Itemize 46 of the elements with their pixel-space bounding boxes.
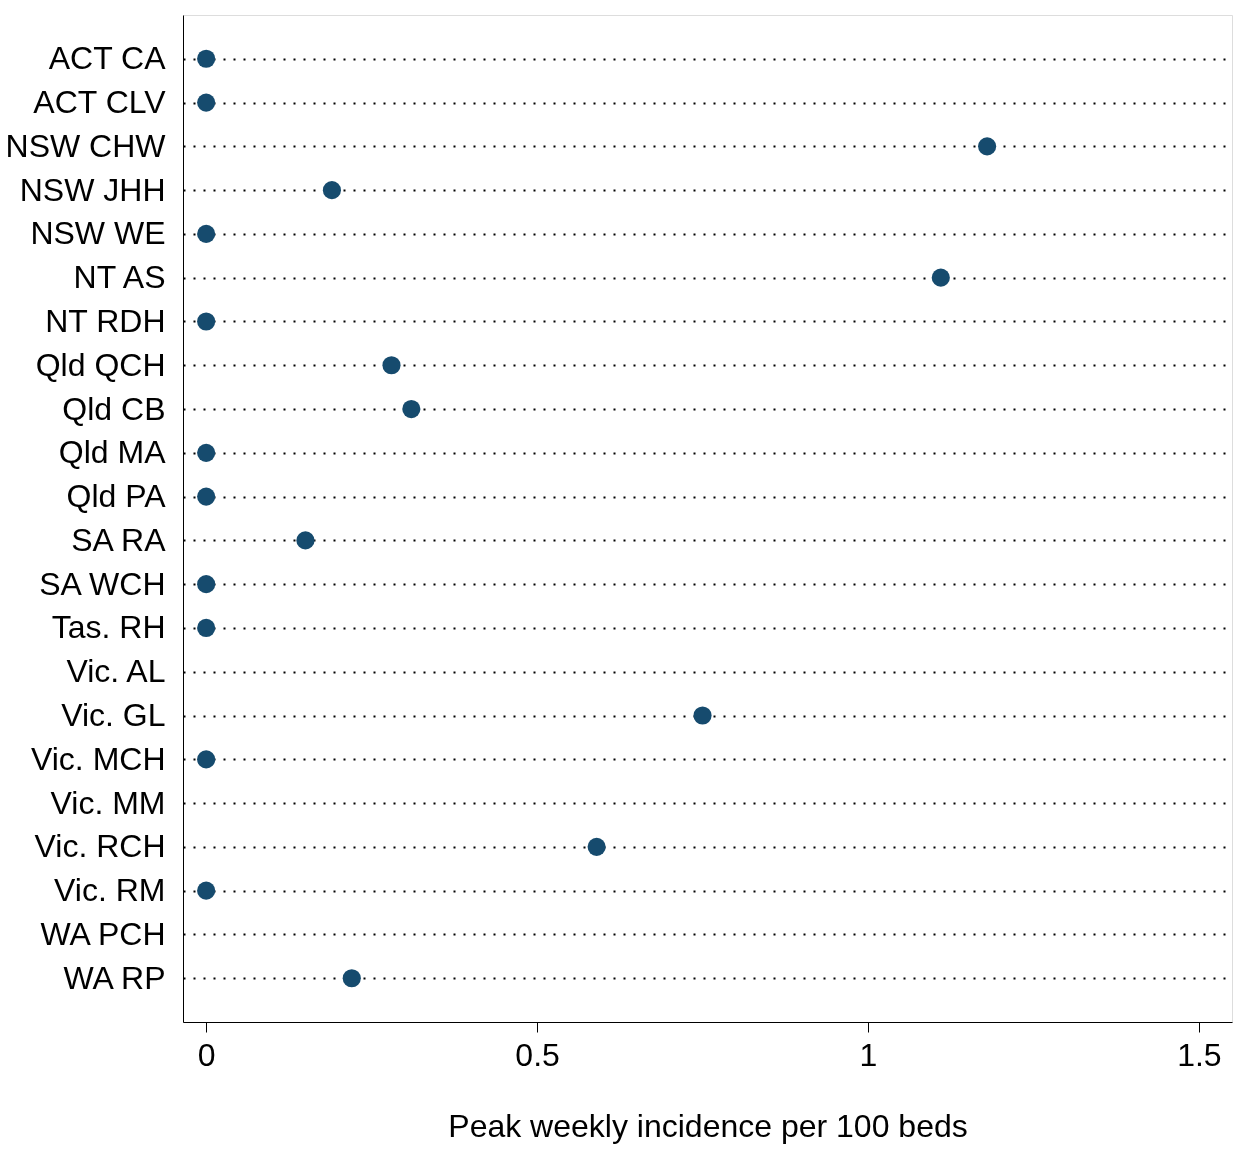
- y-tick-label: Qld MA: [58, 434, 167, 471]
- y-tick-label: SA WCH: [39, 565, 166, 602]
- point: [197, 487, 216, 506]
- point: [197, 224, 216, 243]
- y-tick-label: WA PCH: [40, 915, 166, 952]
- y-tick-label: ACT CA: [48, 40, 167, 77]
- y-tick-label: Tas. RH: [51, 609, 166, 646]
- y-tick-label: NT AS: [73, 259, 166, 296]
- point: [342, 969, 361, 988]
- y-tick-label: Qld PA: [66, 478, 167, 515]
- y-tick-label: ACT CLV: [33, 84, 167, 121]
- y-tick-label: NT RDH: [45, 302, 166, 339]
- point: [587, 837, 606, 856]
- y-tick-label: Qld QCH: [35, 346, 166, 383]
- y-tick-label: Vic. RCH: [34, 828, 166, 865]
- x-tick-label: 0: [197, 1036, 216, 1073]
- y-tick-label: SA RA: [71, 521, 167, 558]
- y-tick-label: NSW JHH: [19, 171, 166, 208]
- point: [322, 181, 341, 200]
- point: [978, 137, 997, 156]
- y-tick-label: Vic. AL: [66, 653, 166, 690]
- x-tick-label: 1: [859, 1036, 878, 1073]
- point: [197, 93, 216, 112]
- point: [931, 268, 950, 287]
- point: [402, 399, 421, 419]
- y-tick-label: Vic. MM: [50, 784, 166, 821]
- y-tick-label: Vic. GL: [61, 697, 166, 734]
- point: [197, 443, 216, 462]
- y-tick-label: NSW CHW: [5, 127, 167, 164]
- y-tick-label: Qld CB: [62, 390, 166, 427]
- point: [197, 881, 216, 900]
- point: [382, 356, 401, 375]
- point: [197, 618, 216, 638]
- point: [197, 750, 216, 769]
- point: [197, 575, 216, 594]
- point: [693, 706, 712, 725]
- y-tick-label: Vic. RM: [54, 872, 166, 909]
- y-tick-label: Vic. MCH: [30, 740, 166, 777]
- point: [296, 531, 315, 550]
- point: [197, 49, 216, 68]
- y-tick-label: NSW WE: [30, 215, 166, 252]
- x-tick-label: 1.5: [1177, 1036, 1222, 1073]
- x-tick-label: 0.5: [515, 1036, 560, 1073]
- x-axis-title: Peak weekly incidence per 100 beds: [448, 1107, 968, 1144]
- point: [197, 312, 216, 331]
- y-tick-label: WA RP: [63, 959, 166, 996]
